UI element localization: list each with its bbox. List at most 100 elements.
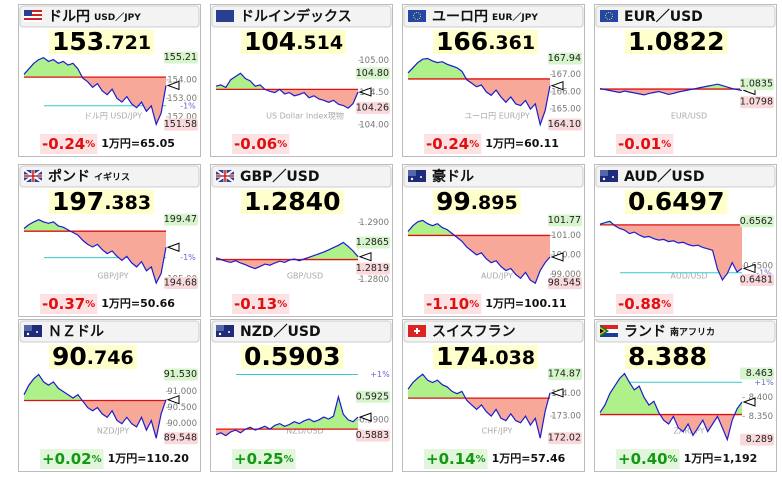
- price-dec: .746: [87, 347, 134, 369]
- flag: [216, 170, 234, 182]
- tile-name-sub: 南アフリカ: [670, 326, 715, 338]
- change-bg: [424, 134, 482, 154]
- tile: ドル円 USD／JPY 153.721 ドル円 USD/JPY -1% 154.00 153…: [18, 4, 201, 157]
- rate-line: [23, 373, 167, 439]
- tile-title: 豪ドル: [432, 168, 474, 185]
- tile-name: ドルインデックス: [240, 8, 352, 25]
- flag: [605, 12, 613, 20]
- tile-header: [211, 165, 392, 188]
- tile: ドルインデックス 104.514 US Dollar Index現物 105.00 10…: [210, 4, 393, 157]
- tile-header: [19, 320, 200, 343]
- watermark: AUD/USD: [670, 272, 707, 281]
- change-bg: [616, 294, 674, 314]
- high-bg: [548, 368, 582, 381]
- flag: [413, 12, 421, 20]
- tile-title: ランド 南アフリカ: [624, 324, 715, 340]
- tick-label: 90.000: [167, 419, 197, 429]
- flag: [216, 10, 234, 22]
- change-unit: %: [668, 454, 678, 465]
- area-down: [408, 235, 550, 284]
- tick-label: 8.400: [749, 393, 773, 403]
- tile-title: ユーロ円 EUR／JPY: [432, 9, 538, 25]
- tick-label: 1.2800: [359, 275, 389, 285]
- tile-header: [19, 165, 200, 188]
- high-bg: [164, 213, 198, 226]
- last-marker: [550, 388, 564, 398]
- price-int: 90: [52, 342, 87, 371]
- tile: NZD／USD 0.5903 NZD/USD +1% 0.5900 0.5925 0.588…: [210, 319, 393, 472]
- change-value: -0.37: [42, 295, 85, 313]
- price-bg: [241, 345, 344, 369]
- high-bg: [548, 214, 582, 227]
- area-down: [600, 224, 742, 280]
- tile: スイスフラン 174.038 CHF/JPY 174.00 173.00 174.87 17…: [402, 319, 585, 472]
- tile-header: [595, 320, 776, 343]
- tile: GBP／USD 1.2840 GBP/USD 1.2900 1.2800 1.2865 1.…: [210, 164, 393, 317]
- high-label: 174.87: [548, 369, 581, 380]
- tile-name: NZD／USD: [240, 324, 321, 340]
- high-bg: [740, 215, 774, 228]
- rate-line: [23, 219, 167, 285]
- tile-name: GBP／USD: [240, 169, 320, 185]
- low-bg: [356, 102, 390, 115]
- price-bg: [625, 190, 728, 214]
- price-dec: .514: [296, 32, 343, 54]
- watermark: ドル円 USD/JPY: [84, 112, 142, 121]
- tile: AUD／USD 0.6497 AUD/USD -1%0.6500 0.6562 0.648…: [594, 164, 777, 317]
- change-value: -1.10: [426, 295, 469, 313]
- high-bg: [164, 368, 198, 381]
- tile-header: [403, 320, 584, 343]
- price-int: 0.6497: [628, 187, 724, 216]
- change-unit: %: [92, 454, 102, 465]
- flag: [23, 169, 43, 183]
- area-up: [24, 219, 71, 232]
- last-marker: [166, 242, 180, 252]
- flag: [408, 325, 426, 337]
- price: 8.388: [628, 342, 707, 371]
- change-value: +0.14: [426, 450, 476, 468]
- watermark: ユーロ円 EUR/JPY: [464, 112, 530, 121]
- change-unit: %: [661, 299, 671, 310]
- rate-line: [407, 57, 551, 127]
- price-dec: .895: [471, 192, 518, 214]
- change-unit: %: [469, 299, 479, 310]
- flag: [24, 10, 42, 12]
- rate-line: [215, 241, 359, 270]
- low-bg: [164, 276, 198, 289]
- change-unit: %: [661, 139, 671, 150]
- pct-label: +1%: [754, 378, 774, 387]
- low-label: 8.289: [746, 434, 773, 445]
- price-dec: .383: [104, 192, 151, 214]
- tile-name-sub: USD／JPY: [94, 12, 141, 23]
- area-up: [408, 58, 467, 79]
- price-bg: [433, 345, 539, 369]
- low-bg: [740, 274, 774, 287]
- change-unit: %: [85, 299, 95, 310]
- change-bg: [616, 449, 680, 469]
- flag: [600, 170, 608, 176]
- tick-label: 99.000: [551, 270, 581, 280]
- tile-title: スイスフラン: [432, 324, 516, 340]
- price: 0.6497: [628, 187, 724, 216]
- area-down: [600, 414, 742, 440]
- tick-label: 8.350: [749, 412, 773, 422]
- low-label: 89.548: [164, 433, 197, 444]
- change: -0.24%: [42, 135, 95, 153]
- low-bg: [164, 432, 198, 445]
- flag: [600, 325, 618, 337]
- tile-name: AUD／USD: [624, 169, 704, 185]
- tile-title: ドルインデックス: [240, 8, 352, 25]
- change-unit: %: [277, 299, 287, 310]
- tile: ランド 南アフリカ 8.388 ZAR/JPY +1% 8.400 8.350 8.463 8.…: [594, 319, 777, 472]
- change-value: -0.88: [618, 295, 661, 313]
- price-bg: [241, 30, 347, 54]
- change-unit: %: [277, 139, 287, 150]
- watermark: US Dollar Index現物: [266, 111, 344, 121]
- change-bg: [232, 134, 290, 154]
- tick-label: 100.00: [551, 250, 581, 260]
- tile-title: AUD／USD: [624, 169, 704, 185]
- price: 1.0822: [628, 27, 724, 56]
- tick-label: 104.50: [359, 88, 389, 98]
- tile: EUR／USD 1.0822 EUR/USD 1.0835 1.0798 -0.01%: [594, 4, 777, 157]
- tile-name: ポンド: [48, 168, 90, 185]
